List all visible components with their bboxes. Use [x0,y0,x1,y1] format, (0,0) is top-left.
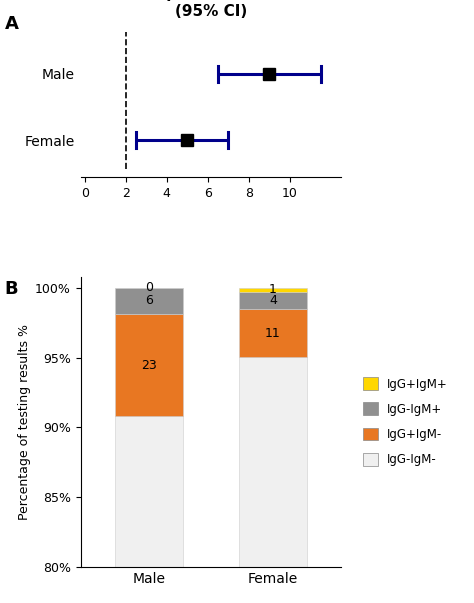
Bar [115,314,183,416]
Bar [239,292,307,309]
Text: 11: 11 [265,327,281,340]
Text: A: A [5,15,18,33]
Text: 6: 6 [145,294,153,308]
Text: 0: 0 [145,281,153,294]
Text: B: B [5,280,18,298]
Bar [239,358,307,603]
Text: 4: 4 [269,294,277,308]
Y-axis label: Percentage of testing results %: Percentage of testing results % [18,324,31,520]
Text: 23: 23 [141,359,157,371]
Text: 1: 1 [269,283,277,297]
Bar [115,416,183,603]
Title: Seroprevalence (%)
(95% CI): Seroprevalence (%) (95% CI) [127,0,295,19]
Bar [239,309,307,358]
Bar [239,288,307,292]
Bar [115,288,183,314]
Legend: IgG+IgM+, IgG-IgM+, IgG+IgM-, IgG-IgM-: IgG+IgM+, IgG-IgM+, IgG+IgM-, IgG-IgM- [360,375,450,469]
